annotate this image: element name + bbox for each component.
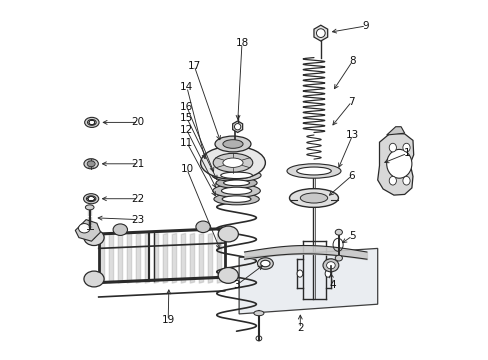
Ellipse shape [402, 176, 409, 185]
Ellipse shape [113, 224, 127, 235]
Ellipse shape [86, 196, 96, 202]
Text: 9: 9 [362, 21, 369, 31]
Polygon shape [313, 25, 327, 41]
Ellipse shape [388, 143, 396, 152]
Ellipse shape [85, 205, 94, 210]
Ellipse shape [79, 224, 90, 233]
Text: 23: 23 [131, 215, 144, 225]
Ellipse shape [223, 158, 243, 167]
Ellipse shape [87, 161, 95, 167]
Text: 4: 4 [329, 280, 335, 290]
Ellipse shape [215, 136, 250, 152]
Text: 13: 13 [345, 130, 358, 140]
Ellipse shape [83, 194, 99, 204]
Polygon shape [239, 248, 377, 314]
Ellipse shape [335, 229, 342, 235]
Text: 12: 12 [180, 125, 193, 135]
Ellipse shape [220, 172, 252, 179]
Ellipse shape [325, 270, 330, 277]
Text: 8: 8 [348, 56, 355, 66]
Ellipse shape [212, 184, 260, 197]
Text: 15: 15 [180, 113, 193, 123]
Text: 17: 17 [187, 60, 200, 71]
Text: 21: 21 [131, 159, 144, 169]
Ellipse shape [196, 221, 210, 233]
Ellipse shape [300, 193, 327, 203]
Ellipse shape [386, 149, 411, 178]
Ellipse shape [84, 271, 104, 287]
Ellipse shape [212, 169, 261, 181]
Text: 3: 3 [233, 280, 240, 290]
Ellipse shape [260, 260, 269, 267]
Text: 1: 1 [403, 148, 410, 158]
Polygon shape [386, 127, 404, 135]
Ellipse shape [218, 226, 238, 242]
Ellipse shape [84, 117, 99, 127]
Text: 7: 7 [348, 96, 354, 107]
Ellipse shape [296, 167, 330, 175]
Ellipse shape [84, 230, 104, 246]
Ellipse shape [216, 177, 257, 188]
Text: 18: 18 [235, 38, 248, 48]
Text: 2: 2 [296, 323, 303, 333]
Ellipse shape [335, 255, 342, 261]
Ellipse shape [234, 123, 240, 130]
Ellipse shape [213, 193, 259, 205]
Ellipse shape [87, 120, 96, 125]
Ellipse shape [296, 270, 302, 277]
Ellipse shape [388, 176, 396, 185]
Ellipse shape [316, 29, 325, 37]
Ellipse shape [322, 259, 338, 272]
Ellipse shape [223, 180, 249, 186]
Ellipse shape [326, 262, 335, 269]
Ellipse shape [200, 146, 265, 179]
Text: 16: 16 [180, 102, 193, 112]
Text: 6: 6 [348, 171, 354, 181]
Polygon shape [377, 133, 413, 195]
Text: 10: 10 [180, 164, 193, 174]
Ellipse shape [213, 153, 252, 172]
Ellipse shape [218, 267, 238, 283]
Ellipse shape [286, 164, 340, 178]
Ellipse shape [222, 196, 250, 202]
Ellipse shape [253, 311, 264, 316]
Text: 20: 20 [131, 117, 144, 127]
Ellipse shape [84, 159, 98, 169]
Text: 11: 11 [180, 138, 193, 148]
Polygon shape [232, 121, 242, 132]
Text: 5: 5 [348, 231, 355, 241]
Text: 19: 19 [161, 315, 174, 325]
Text: 14: 14 [180, 82, 193, 92]
Ellipse shape [402, 143, 409, 152]
Text: 22: 22 [131, 194, 144, 204]
Ellipse shape [289, 189, 338, 207]
Ellipse shape [221, 187, 251, 194]
Ellipse shape [223, 140, 243, 148]
Ellipse shape [257, 258, 273, 269]
Polygon shape [75, 220, 101, 241]
